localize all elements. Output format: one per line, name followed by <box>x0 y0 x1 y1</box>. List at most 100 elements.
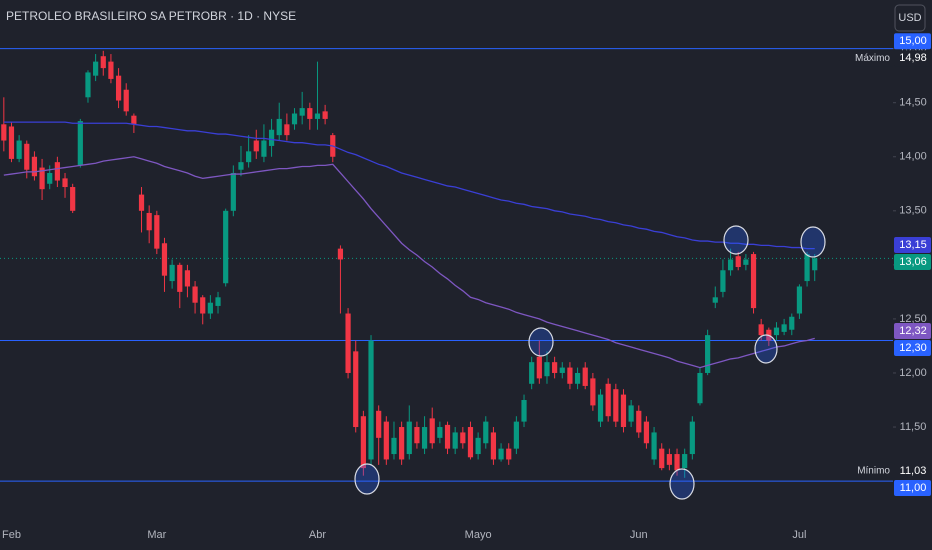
y-tick-label: 11,50 <box>900 421 927 433</box>
candle-body <box>666 454 672 465</box>
candle-body <box>337 248 344 260</box>
candle-body <box>613 389 619 422</box>
candle-body <box>200 297 206 314</box>
extreme-name-box <box>853 462 893 479</box>
hline-price-label-box <box>894 479 931 496</box>
candle-body <box>758 324 764 336</box>
hline-price-label: 15,00 <box>899 35 927 47</box>
candle-body <box>590 378 596 406</box>
candle-body <box>54 162 60 181</box>
candle-body <box>47 172 53 184</box>
candle-body <box>789 316 795 330</box>
candle-body <box>383 421 389 460</box>
candle-body <box>161 243 168 276</box>
currency-button[interactable] <box>894 4 926 32</box>
last-price-label: 13,06 <box>899 256 927 268</box>
candle-body <box>93 61 99 76</box>
candle-body <box>720 270 726 292</box>
y-tick-label: 12,00 <box>899 367 927 379</box>
candle-body <box>452 432 458 449</box>
hline-price-label-box <box>894 33 931 50</box>
candle-body <box>429 418 435 444</box>
candle-body <box>513 421 519 449</box>
candle-body <box>284 124 290 136</box>
candle-body <box>70 187 76 211</box>
candle-body <box>682 454 688 469</box>
candle-body <box>291 113 298 125</box>
candle-body <box>414 427 420 444</box>
x-tick-label: Mar <box>147 529 166 541</box>
candle-body <box>628 405 634 422</box>
candle-body <box>138 194 145 211</box>
candle-body <box>238 162 244 170</box>
candle-body <box>697 372 703 404</box>
x-tick-label: Jun <box>630 529 648 541</box>
y-tick-label: 13,50 <box>899 205 927 217</box>
candle-body <box>24 143 30 170</box>
candle-body <box>544 362 550 377</box>
candle-body <box>643 421 650 444</box>
candle-body <box>796 286 803 314</box>
candle-body <box>467 427 474 458</box>
candle-body <box>307 108 313 119</box>
candle-body <box>781 324 787 332</box>
price-axis: 11,5012,0012,5013,0013,5014,0014,5015,00… <box>853 0 932 550</box>
ma-price-label: 13,15 <box>899 239 927 251</box>
candle-body <box>1 124 7 141</box>
candle-body <box>659 448 665 469</box>
moving-average-line <box>3 156 815 369</box>
circle-annotation <box>800 226 826 258</box>
candle-body <box>399 427 405 460</box>
extreme-name: Máximo <box>855 53 890 64</box>
candle-body <box>353 351 359 428</box>
candle-body <box>62 178 68 188</box>
candle-body <box>322 111 328 119</box>
candle-body <box>636 410 642 433</box>
annotations <box>354 225 826 500</box>
extreme-price-label-box <box>894 462 931 479</box>
candle-body <box>314 113 321 119</box>
candle-body <box>77 121 83 166</box>
candle-body <box>812 258 818 271</box>
candle-body <box>31 156 38 177</box>
candle-body <box>460 432 466 444</box>
hline-price-label: 12,30 <box>899 342 927 354</box>
y-tick-label: 14,50 <box>899 97 927 109</box>
currency-button-label[interactable]: USD <box>898 12 921 24</box>
candle-body <box>192 286 198 303</box>
candle-body <box>536 356 542 379</box>
candle-body <box>582 367 588 386</box>
candle-body <box>406 421 412 455</box>
candle-body <box>123 89 129 112</box>
candle-body <box>368 340 374 460</box>
candle-body <box>131 115 137 125</box>
extreme-price-label: 11,03 <box>900 465 927 477</box>
candle-body <box>184 270 191 287</box>
candle-body <box>16 140 22 159</box>
candle-body <box>529 362 535 384</box>
candle-body <box>475 437 481 455</box>
candle-body <box>620 394 627 428</box>
candle-body <box>100 56 106 69</box>
ma-price-label-box <box>894 237 931 254</box>
hline-price-label: 11,00 <box>900 482 927 494</box>
candle-body <box>261 140 267 157</box>
price-axis-bg <box>893 0 932 550</box>
candle-body <box>727 259 734 271</box>
candle-body <box>360 416 366 469</box>
candle-body <box>223 210 229 284</box>
candle-body <box>169 264 175 282</box>
candle-body <box>444 424 451 449</box>
candle-body <box>230 172 236 211</box>
candle-body <box>498 448 504 460</box>
candle-body <box>421 427 428 449</box>
candle-body <box>268 129 275 146</box>
candle-body <box>552 362 558 373</box>
circle-annotation <box>669 468 695 500</box>
circle-annotation <box>754 334 778 364</box>
candle-body <box>177 264 183 292</box>
candle-body <box>597 394 604 422</box>
